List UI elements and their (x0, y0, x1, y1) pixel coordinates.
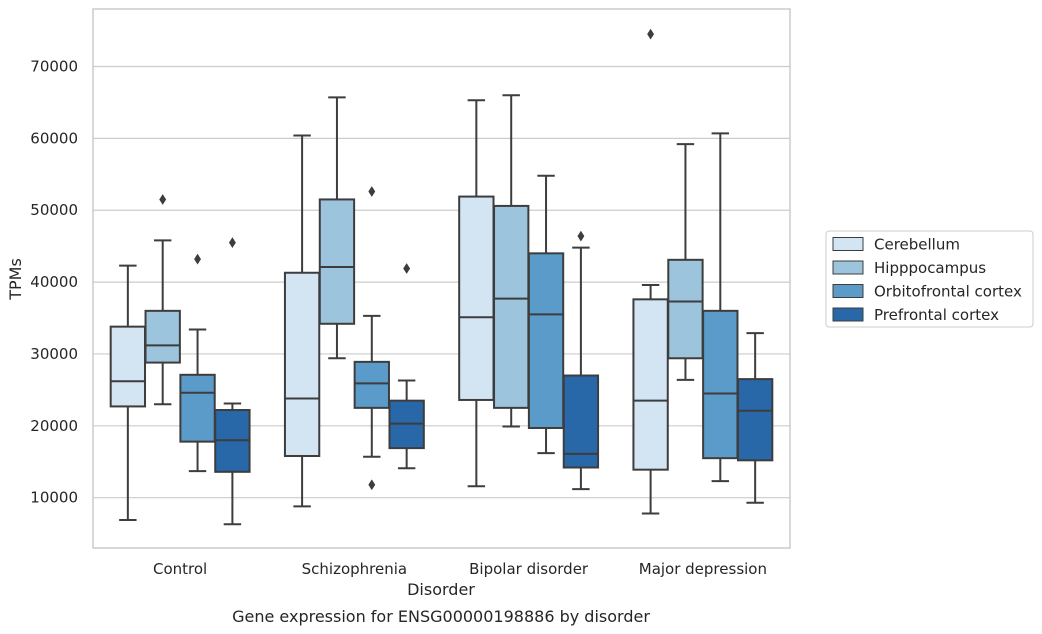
y-axis-label: TPMs (6, 258, 25, 301)
box-hipppocampus (318, 96, 356, 360)
outlier-point (228, 237, 236, 248)
legend-swatch (832, 260, 864, 275)
box-orbitofrontal-cortex (353, 186, 390, 491)
x-tick-label: Bipolar disorder (469, 560, 589, 578)
box-iqr (527, 252, 565, 429)
legend-label: Hipppocampus (874, 259, 986, 277)
box-prefrontal-cortex (736, 332, 774, 504)
y-tick-label: 30000 (30, 345, 78, 363)
box-prefrontal-cortex (214, 237, 251, 526)
figure-caption: Gene expression for ENSG00000198886 by d… (232, 607, 650, 626)
box-iqr (109, 325, 147, 408)
outlier-point (194, 253, 201, 265)
box-iqr (493, 204, 530, 409)
box-iqr (702, 309, 739, 460)
x-tick-label: Major depression (639, 560, 767, 578)
box-cerebellum (283, 134, 321, 508)
box-orbitofrontal-cortex (179, 253, 216, 473)
box-iqr (283, 271, 321, 458)
box-hipppocampus (493, 94, 530, 428)
x-tick-label: Schizophrenia (302, 560, 407, 578)
outlier-point (577, 230, 585, 242)
legend-frame (825, 230, 1034, 328)
box-iqr (632, 298, 669, 471)
box-iqr (144, 309, 181, 364)
box-cerebellum (632, 28, 669, 515)
box-prefrontal-cortex (562, 230, 600, 491)
y-tick-label: 70000 (30, 57, 78, 75)
outlier-point (159, 194, 167, 205)
outlier-point (368, 186, 376, 197)
box-groups (109, 28, 774, 526)
box-iqr (353, 360, 390, 409)
x-tick-label: Control (153, 560, 207, 578)
box-hipppocampus (144, 194, 181, 406)
legend-swatch (832, 284, 864, 298)
y-tick-label: 40000 (30, 273, 78, 291)
x-axis-label: Disorder (407, 580, 475, 599)
y-tick-label: 10000 (30, 489, 78, 507)
box-iqr (458, 195, 495, 401)
box-hipppocampus (667, 143, 704, 381)
box-cerebellum (458, 99, 495, 488)
y-tick-labels: 10000 20000 30000 40000 50000 60000 70000 (30, 57, 78, 506)
legend-label: Orbitofrontal cortex (874, 283, 1022, 301)
box-orbitofrontal-cortex (527, 174, 565, 455)
legend-swatch (832, 307, 864, 322)
box-iqr (179, 373, 216, 443)
box-cerebellum (109, 264, 147, 521)
legend-swatch (832, 237, 864, 251)
y-tick-label: 50000 (30, 201, 78, 219)
box-prefrontal-cortex (388, 263, 425, 470)
y-tick-label: 20000 (30, 417, 78, 435)
box-iqr (318, 198, 356, 325)
legend-label: Prefrontal cortex (874, 306, 999, 324)
box-orbitofrontal-cortex (702, 132, 739, 483)
y-tick-label: 60000 (30, 129, 78, 147)
legend: Cerebellum Hipppocampus Orbitofrontal cort… (825, 230, 1034, 328)
box-iqr (667, 258, 704, 360)
outlier-point (647, 28, 655, 40)
box-iqr (562, 374, 600, 469)
x-tick-labels: Control Schizophrenia Bipolar disorder Majo… (153, 560, 767, 578)
legend-label: Cerebellum (874, 236, 960, 254)
outlier-point (403, 263, 411, 274)
box-iqr (736, 378, 774, 462)
outlier-point (368, 479, 376, 491)
plot-frame (92, 8, 791, 549)
